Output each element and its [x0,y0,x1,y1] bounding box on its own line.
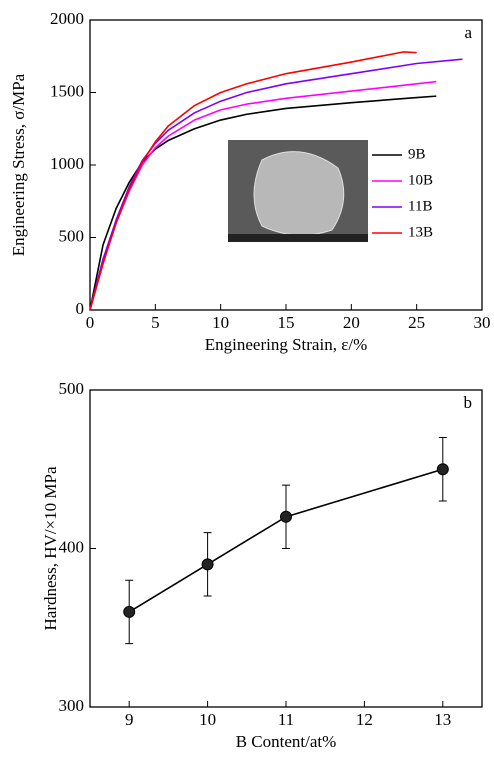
y-axis-label: Engineering Stress, σ/MPa [9,73,28,256]
sem-inset [228,140,368,242]
data-point [123,605,136,618]
y-tick-label: 1500 [50,81,84,100]
x-axis-label: B Content/at% [236,732,337,751]
x-tick-label: 9 [125,710,134,729]
hardness-line [128,468,444,613]
panel-label: b [464,393,473,412]
stress-strain-curve [89,51,417,311]
data-point [436,463,449,476]
y-axis-label: Hardness, HV/×10 MPa [41,466,60,630]
legend-label: 11B [408,198,432,214]
legend-label: 13B [408,224,433,240]
stress-strain-curve [89,95,437,311]
y-tick-label: 1000 [50,154,84,173]
x-tick-label: 20 [343,313,360,332]
x-tick-label: 0 [86,313,95,332]
y-tick-label: 0 [76,299,85,318]
x-tick-label: 10 [212,313,229,332]
legend-label: 10B [408,172,433,188]
x-tick-label: 15 [278,313,295,332]
x-tick-label: 10 [199,710,216,729]
panel-label: a [464,23,472,42]
x-tick-label: 5 [151,313,160,332]
data-point [280,510,292,523]
y-tick-label: 500 [59,379,85,398]
x-tick-label: 12 [356,710,373,729]
y-tick-label: 500 [59,226,85,245]
x-axis-label: Engineering Strain, ε/% [205,335,367,354]
data-point [201,558,214,571]
y-tick-label: 300 [59,696,85,715]
legend-label: 9B [408,146,426,162]
x-tick-label: 30 [474,313,491,332]
x-tick-label: 13 [434,710,451,729]
x-tick-label: 11 [278,710,294,729]
y-tick-label: 2000 [50,9,84,28]
x-tick-label: 25 [408,313,425,332]
stress-strain-curve [89,58,463,311]
y-tick-label: 400 [59,537,85,556]
